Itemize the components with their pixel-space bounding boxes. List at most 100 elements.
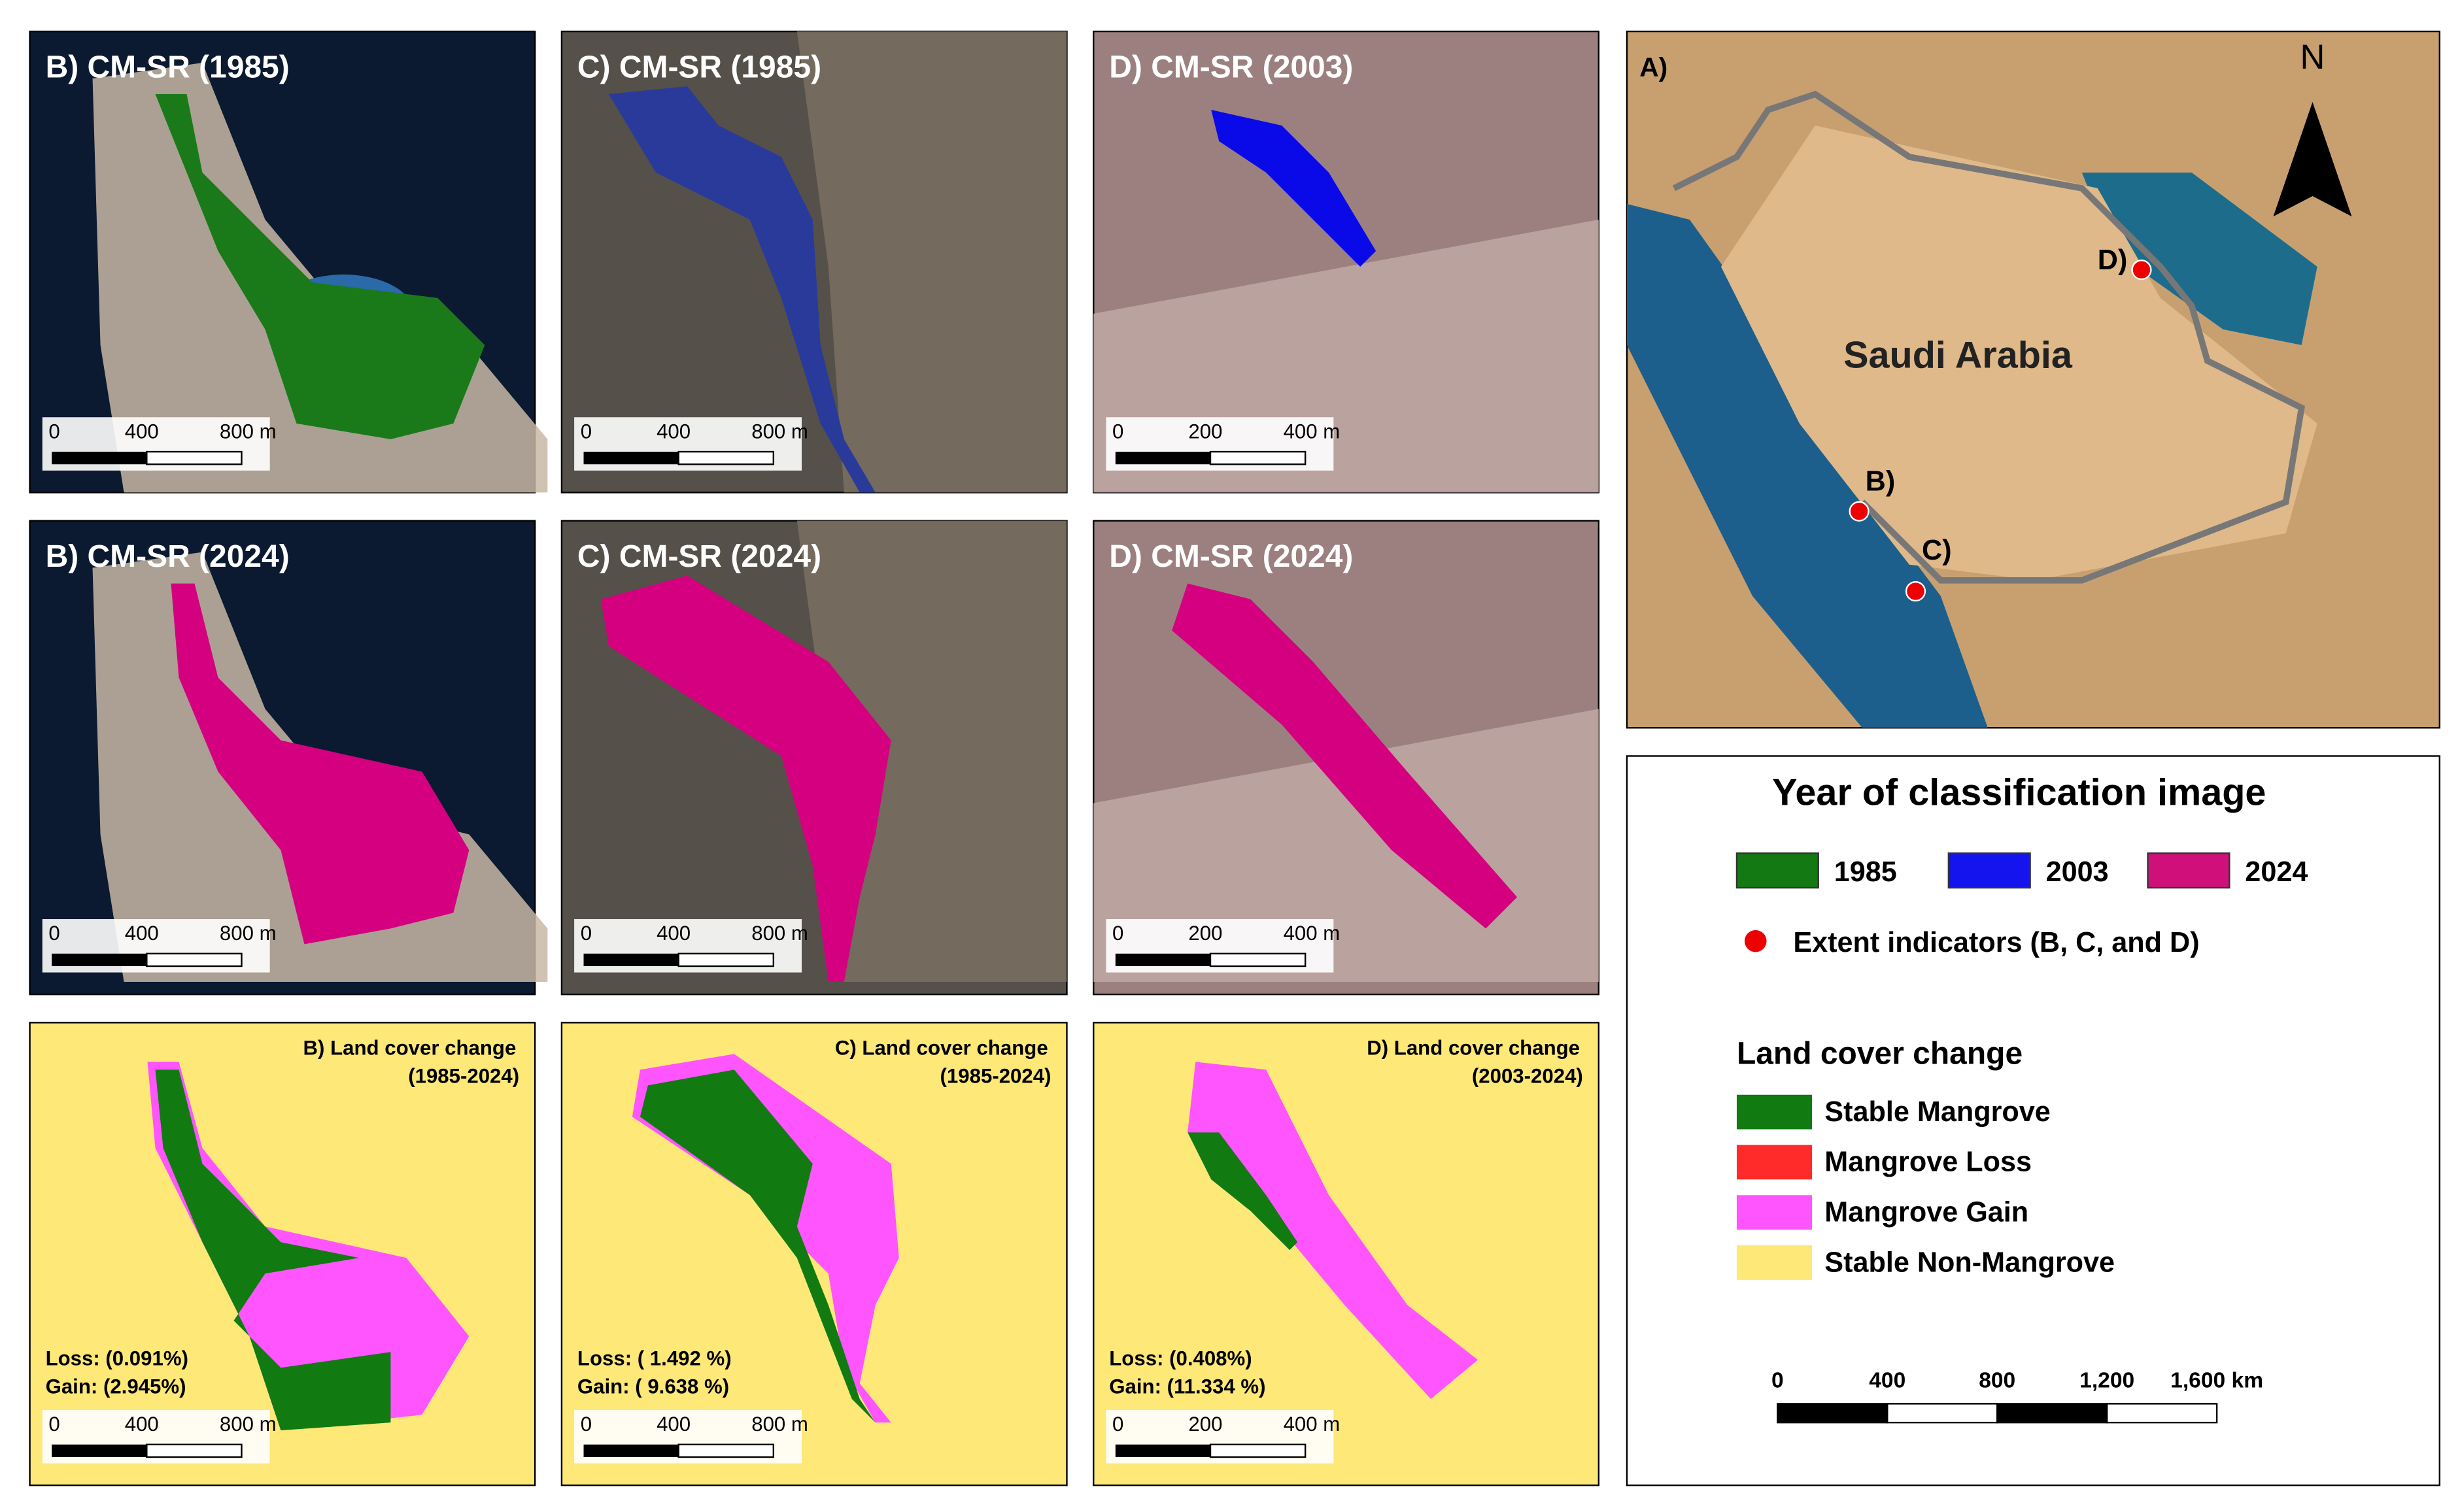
- scale-label: 0: [581, 1413, 592, 1436]
- legend-class: Mangrove Gain: [1824, 1196, 2028, 1228]
- change-period: (1985-2024): [408, 1065, 519, 1088]
- change-panel: D) Land cover change (2003-2024) Loss: (0.…: [1093, 1022, 1600, 1487]
- scale-label: 400 m: [1284, 1413, 1341, 1436]
- gain-label: Gain: ( 9.638 %): [577, 1375, 729, 1398]
- scale-label: 800 m: [220, 1413, 277, 1436]
- map-panel: C) CM-SR (1985) 0 400 800 m: [560, 30, 1068, 494]
- scale-label: 400 m: [1284, 922, 1341, 945]
- scale-label: 800 m: [220, 420, 277, 443]
- scale-label: 200: [1188, 1413, 1222, 1436]
- scale-bar-light: [1209, 1443, 1307, 1458]
- scale-label: 1,600 km: [2170, 1369, 2263, 1393]
- scale-segment: [2106, 1403, 2218, 1424]
- scale-bar-dark: [52, 452, 147, 465]
- scale-label: 800 m: [751, 1413, 808, 1436]
- legend-year: 2024: [2245, 856, 2308, 888]
- persian-gulf: [2081, 172, 2317, 345]
- legend-class: Stable Mangrove: [1824, 1096, 2050, 1128]
- map-panel: C) CM-SR (2024) 0 400 800 m: [560, 520, 1068, 996]
- north-arrow: [2273, 102, 2352, 217]
- gain-label: Gain: (11.334 %): [1109, 1375, 1265, 1398]
- land: [796, 31, 1067, 493]
- scale-bar-light: [146, 450, 243, 465]
- scale-bar-dark: [1115, 1444, 1211, 1457]
- panel-title: D) CM-SR (2003): [1109, 50, 1353, 84]
- legend-swatch: [1947, 852, 2031, 889]
- extent-marker: [1849, 501, 1870, 522]
- scale-bar-light: [146, 952, 243, 967]
- scale-bar-light: [677, 952, 775, 967]
- panel-title: B) CM-SR (1985): [46, 50, 290, 84]
- mangrove-extent: [1211, 110, 1376, 267]
- map-panel: B) CM-SR (1985) 0 400 800 m: [29, 30, 548, 494]
- stable-mangrove: [155, 1069, 391, 1431]
- red-sea: [1627, 203, 1988, 728]
- legend-class: Stable Non-Mangrove: [1824, 1247, 2115, 1278]
- scale-label: 0: [48, 922, 60, 945]
- legend-swatch: [1736, 1094, 1813, 1130]
- scale-label: 200: [1188, 420, 1222, 443]
- legend-swatch: [1736, 1195, 1813, 1230]
- scale-bar-dark: [583, 452, 679, 465]
- marker-label: C): [1922, 535, 1952, 566]
- scale-label: 0: [48, 420, 60, 443]
- legend: Year of classification image 1985 2003 2024…: [1626, 755, 2441, 1487]
- scale-label: 400: [125, 922, 159, 945]
- panel-title: B) CM-SR (2024): [46, 539, 290, 574]
- legend-year: 2003: [2046, 856, 2109, 888]
- legend-swatch: [2147, 852, 2230, 889]
- scale-label: 1,200: [2079, 1369, 2134, 1393]
- change-title: C) Land cover change: [835, 1036, 1048, 1059]
- change-panel: B) Land cover change (1985-2024) Loss: (0.…: [29, 1022, 536, 1487]
- change-period: (2003-2024): [1472, 1065, 1583, 1088]
- scale-bar-dark: [583, 953, 679, 966]
- scale-segment: [1777, 1403, 1888, 1424]
- scale-label: 800: [1979, 1369, 2015, 1393]
- scale-segment: [1996, 1403, 2108, 1424]
- marker-label: D): [2098, 244, 2128, 276]
- change-period: (1985-2024): [940, 1065, 1051, 1088]
- scale-bar-dark: [1115, 452, 1211, 465]
- scale-label: 400: [657, 1413, 691, 1436]
- panel-title: D) CM-SR (2024): [1109, 539, 1353, 574]
- legend-marker: [1744, 930, 1767, 952]
- scale-bar-light: [146, 1443, 243, 1458]
- scale-label: 800 m: [751, 420, 808, 443]
- panel-title: C) CM-SR (2024): [577, 539, 821, 574]
- scale-label: 400: [657, 922, 691, 945]
- marker-label: B): [1866, 465, 1896, 497]
- panel-title: C) CM-SR (1985): [577, 50, 821, 84]
- map-panel: B) CM-SR (2024) 0 400 800 m: [29, 520, 548, 996]
- scale-label: 0: [1771, 1369, 1784, 1393]
- stable-mangrove: [1187, 1132, 1298, 1251]
- scale-label: 400 m: [1284, 420, 1341, 443]
- scale-label: 200: [1188, 922, 1222, 945]
- scale-label: 400: [125, 1413, 159, 1436]
- scale-bar-dark: [583, 1444, 679, 1457]
- extent-marker: [1905, 580, 1926, 602]
- legend-swatch: [1736, 1245, 1813, 1280]
- mangrove-gain: [1187, 1062, 1478, 1400]
- scale-bar-dark: [52, 1444, 147, 1457]
- scale-label: 400: [1869, 1369, 1905, 1393]
- scale-label: 0: [1112, 420, 1123, 443]
- change-title: B) Land cover change: [303, 1036, 517, 1059]
- stable-mangrove: [640, 1069, 876, 1423]
- scale-label: 0: [581, 420, 592, 443]
- legend-change-title: Land cover change: [1737, 1036, 2023, 1071]
- country-border: [1672, 90, 2305, 584]
- overview-map: N A) Saudi Arabia B) C) D): [1626, 30, 2441, 729]
- desert: [1720, 126, 2317, 580]
- mangrove-extent: [155, 94, 485, 439]
- scale-bar-light: [1209, 450, 1307, 465]
- change-title: D) Land cover change: [1367, 1036, 1580, 1059]
- mangrove-gain: [147, 1062, 470, 1431]
- scale-segment: [1887, 1403, 1998, 1424]
- scale-label: 400: [125, 420, 159, 443]
- legend-title: Year of classification image: [1772, 772, 2266, 814]
- extent-marker: [2131, 260, 2152, 280]
- loss-label: Loss: (0.408%): [1109, 1347, 1252, 1369]
- loss-label: Loss: (0.091%): [46, 1347, 188, 1369]
- legend-swatch: [1736, 1145, 1813, 1180]
